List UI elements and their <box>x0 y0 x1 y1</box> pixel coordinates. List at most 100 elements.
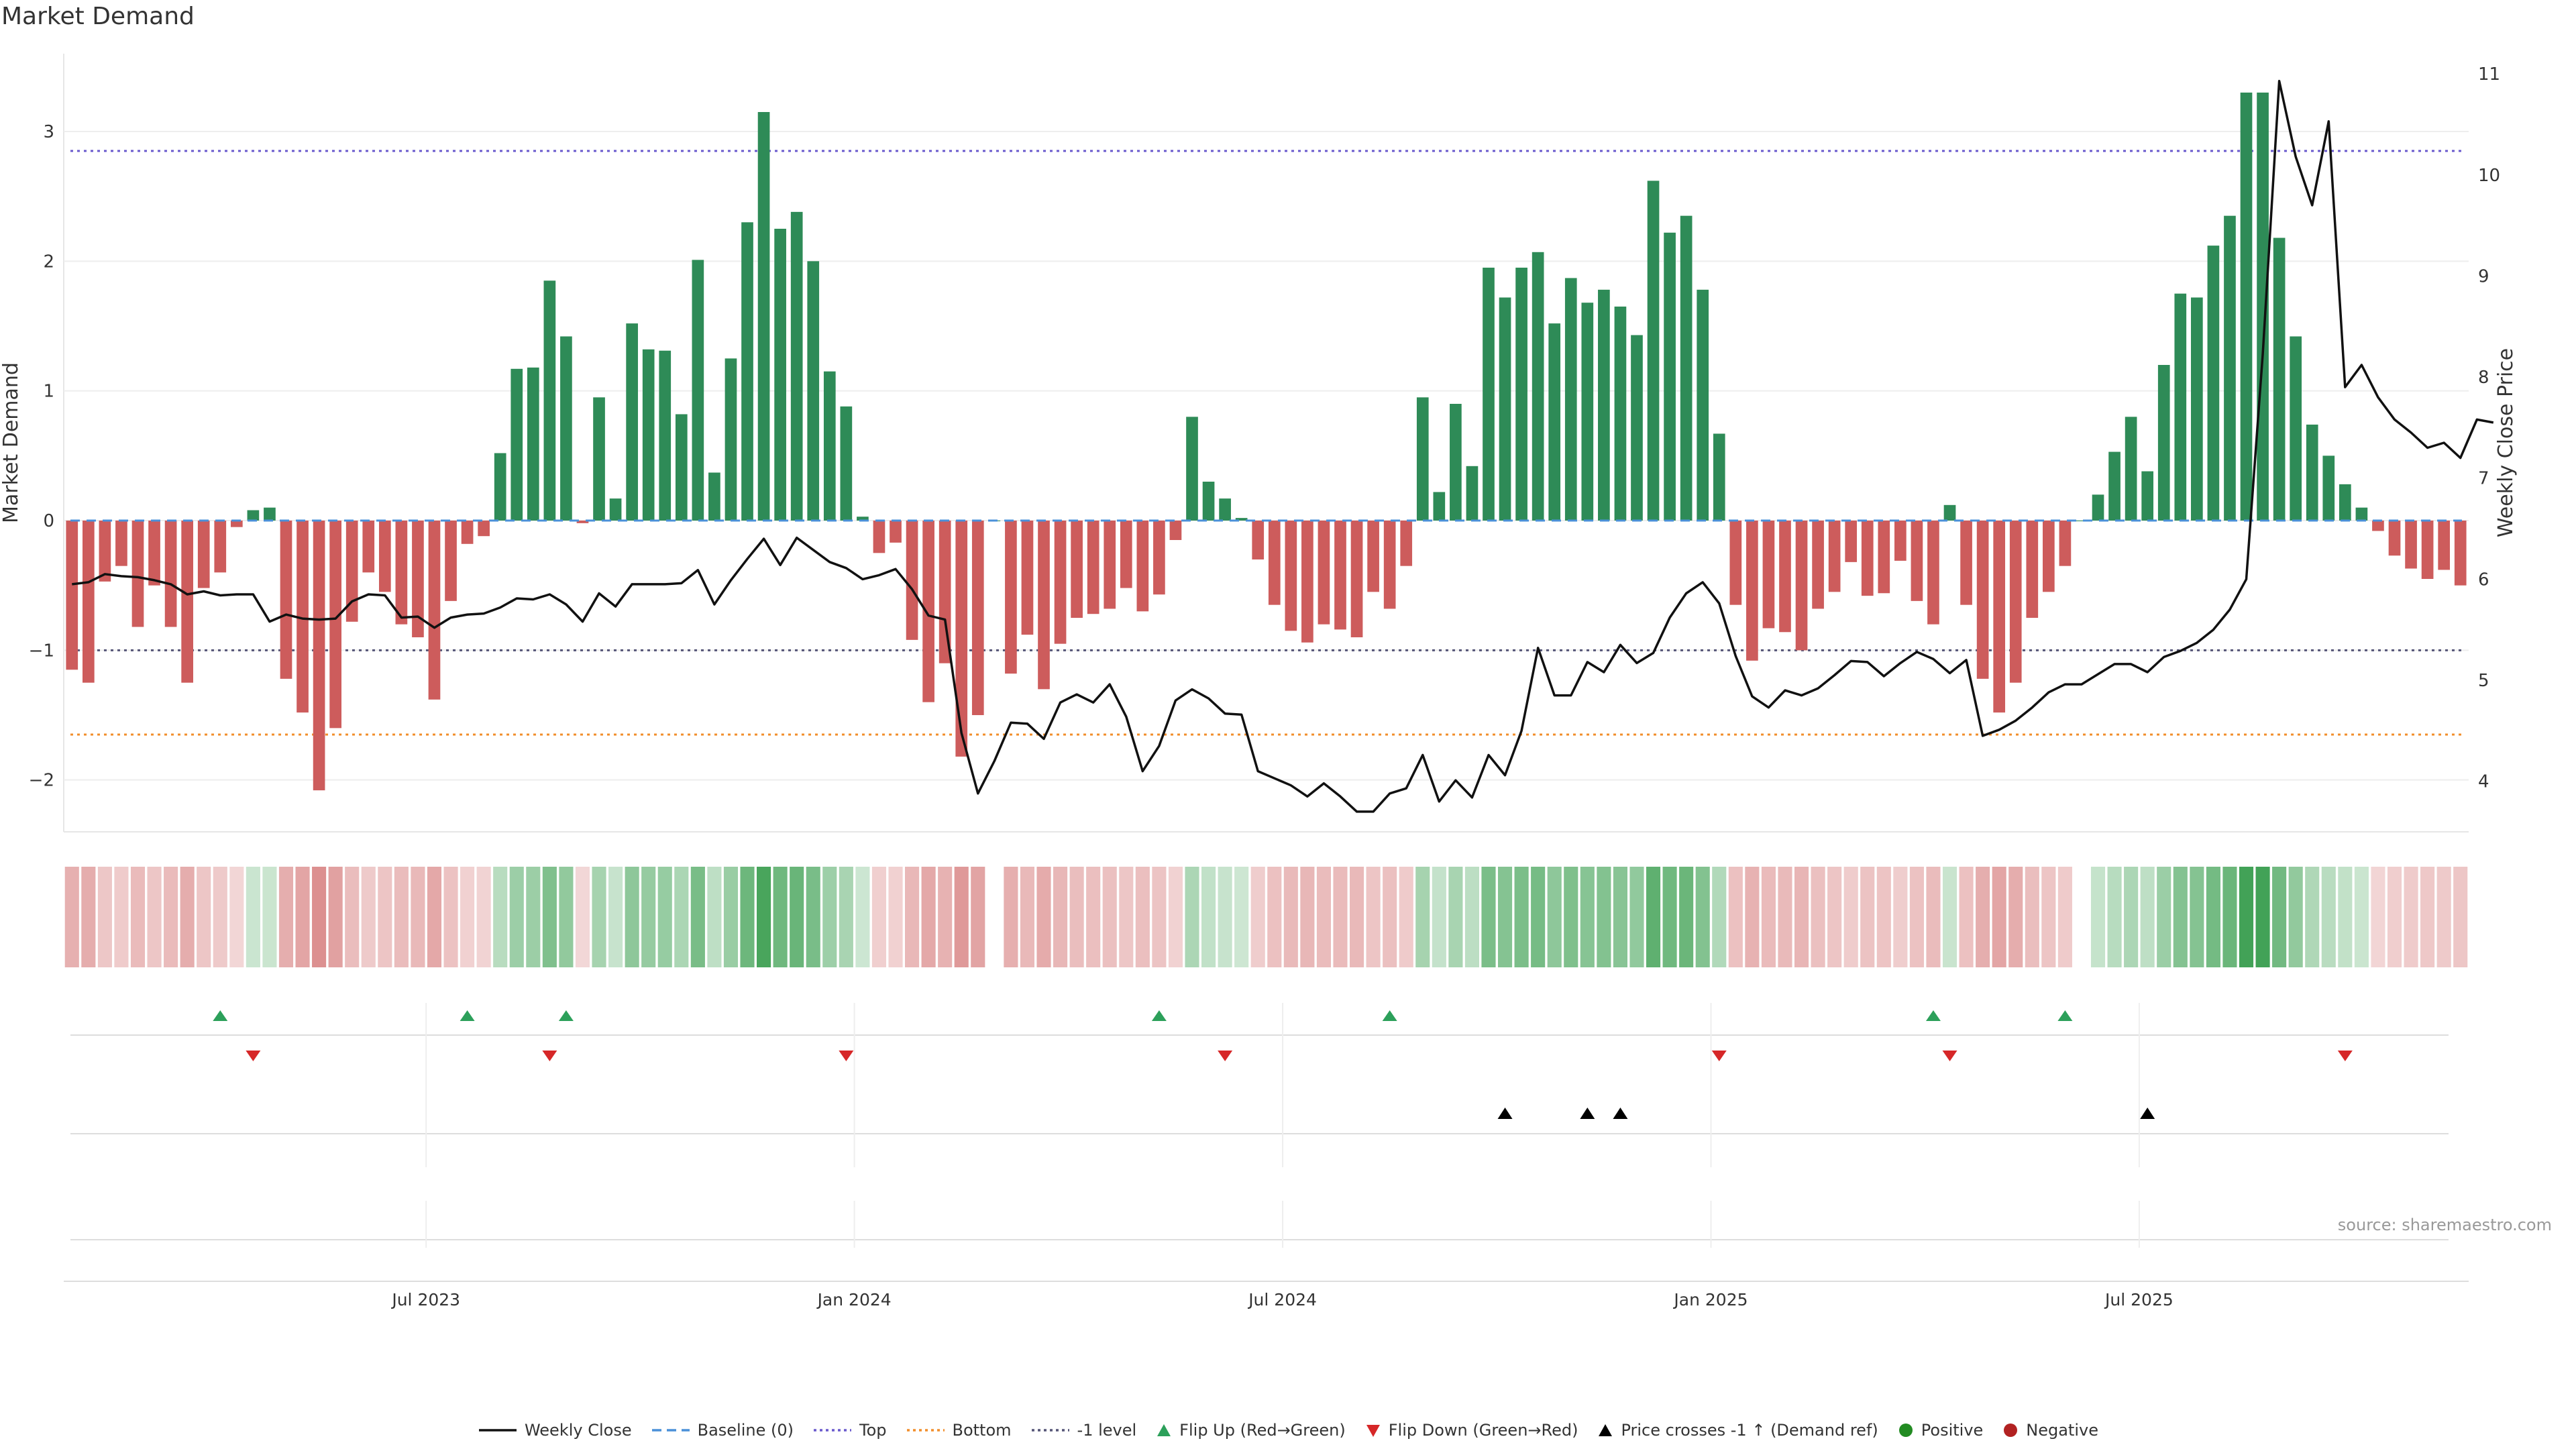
heat-cell <box>2041 867 2056 967</box>
demand-bar <box>2438 521 2451 570</box>
demand-bar <box>1515 268 1527 521</box>
demand-bar <box>1400 521 1413 566</box>
heat-cell <box>2255 867 2270 967</box>
legend-label: Bottom <box>952 1421 1012 1440</box>
demand-bar <box>1483 268 1495 521</box>
demand-bar <box>1795 521 1808 651</box>
heat-cell <box>278 867 294 967</box>
legend-item[interactable]: Price crosses -1 ↑ (Demand ref) <box>1597 1421 1878 1440</box>
legend-item[interactable]: Top <box>812 1421 887 1440</box>
demand-bar <box>1087 521 1099 614</box>
heat-cell <box>1267 867 1282 967</box>
demand-bar <box>2257 93 2269 521</box>
heat-cell <box>1102 867 1117 967</box>
demand-bar <box>461 521 474 544</box>
heat-cell <box>2338 867 2353 967</box>
heat-cell <box>1629 867 1644 967</box>
demand-bar <box>1779 521 1791 633</box>
weekly-close-line <box>72 79 2494 813</box>
heat-cell <box>1399 867 1413 967</box>
demand-bar <box>2157 365 2170 521</box>
heat-cell <box>1992 867 2006 967</box>
demand-bar <box>2059 521 2072 566</box>
demand-bar <box>1564 278 1577 521</box>
heat-cell <box>2173 867 2188 967</box>
y2-tick-label: 11 <box>2478 64 2500 85</box>
heat-cell <box>954 867 969 967</box>
heat-cell <box>855 867 870 967</box>
demand-bar <box>2454 521 2467 586</box>
heat-cell <box>411 867 425 967</box>
flip-down-marker <box>246 1051 261 1061</box>
demand-bar <box>1960 521 1972 605</box>
heat-cell <box>81 867 96 967</box>
demand-bar <box>99 521 111 582</box>
heat-cell <box>378 867 392 967</box>
flip-up-marker <box>1151 1010 1167 1021</box>
heat-cell <box>1481 867 1496 967</box>
heat-cell <box>806 867 820 967</box>
heat-cell <box>1069 867 1084 967</box>
flip-up-marker <box>2057 1010 2073 1021</box>
demand-bar <box>247 510 260 521</box>
heat-cell <box>1383 867 1397 967</box>
demand-bar <box>560 336 572 521</box>
legend-item[interactable]: Bottom <box>906 1421 1012 1440</box>
heat-cell <box>938 867 953 967</box>
demand-bar <box>2092 494 2104 521</box>
legend-label: Positive <box>1921 1421 1984 1440</box>
heat-cell <box>1497 867 1513 967</box>
heat-cell <box>1283 867 1298 967</box>
heat-cell <box>1135 867 1150 967</box>
demand-bar <box>1548 323 1561 521</box>
heat-cell <box>476 867 491 967</box>
circle-icon <box>2004 1424 2018 1437</box>
heat-cell <box>1086 867 1101 967</box>
demand-bar <box>708 472 720 521</box>
demand-bar <box>2141 471 2154 521</box>
heat-cell <box>2387 867 2402 967</box>
demand-bar <box>82 521 95 683</box>
heat-cell <box>1860 867 1875 967</box>
heat-cell <box>2371 867 2385 967</box>
heat-cell <box>1349 867 1364 967</box>
heat-cell <box>1597 867 1611 967</box>
demand-bar <box>164 521 177 627</box>
legend-item[interactable]: Weekly Close <box>478 1421 632 1440</box>
cross-marker <box>1580 1108 1595 1119</box>
demand-bar <box>1268 521 1281 605</box>
heat-cell <box>509 867 524 967</box>
heat-cell <box>2453 867 2468 967</box>
y-tick-label: 2 <box>43 252 54 272</box>
demand-bar <box>1499 297 1511 521</box>
y-tick-label: 1 <box>43 382 54 402</box>
legend-item[interactable]: Negative <box>2002 1421 2098 1440</box>
heat-cell <box>213 867 227 967</box>
heat-cell <box>1316 867 1332 967</box>
legend-item[interactable]: Positive <box>1897 1421 1984 1440</box>
price-series <box>72 79 2494 813</box>
flip-down-marker <box>2337 1051 2353 1061</box>
legend-item[interactable]: Baseline (0) <box>651 1421 794 1440</box>
cross-marker <box>1613 1108 1628 1119</box>
flip-up-marker <box>460 1010 475 1021</box>
demand-bar <box>1976 521 1989 679</box>
demand-bar <box>2339 484 2351 521</box>
demand-bar <box>774 229 786 521</box>
heat-cell <box>641 867 656 967</box>
legend-item[interactable]: -1 level <box>1030 1421 1136 1440</box>
heat-cell <box>2025 867 2039 967</box>
cross-marker <box>2140 1108 2155 1119</box>
demand-bar <box>214 521 227 573</box>
demand-bar <box>2322 455 2335 521</box>
demand-bar <box>659 350 672 521</box>
demand-bar <box>2207 246 2220 521</box>
line-dotted-icon <box>814 1429 851 1432</box>
heat-cell <box>460 867 475 967</box>
legend-item[interactable]: Flip Down (Green→Red) <box>1364 1421 1578 1440</box>
demand-bar <box>412 521 424 637</box>
demand-bar <box>890 521 902 543</box>
triangle-up-icon <box>1599 1424 1613 1436</box>
legend-item[interactable]: Flip Up (Red→Green) <box>1155 1421 1346 1440</box>
demand-bar <box>1153 521 1165 595</box>
